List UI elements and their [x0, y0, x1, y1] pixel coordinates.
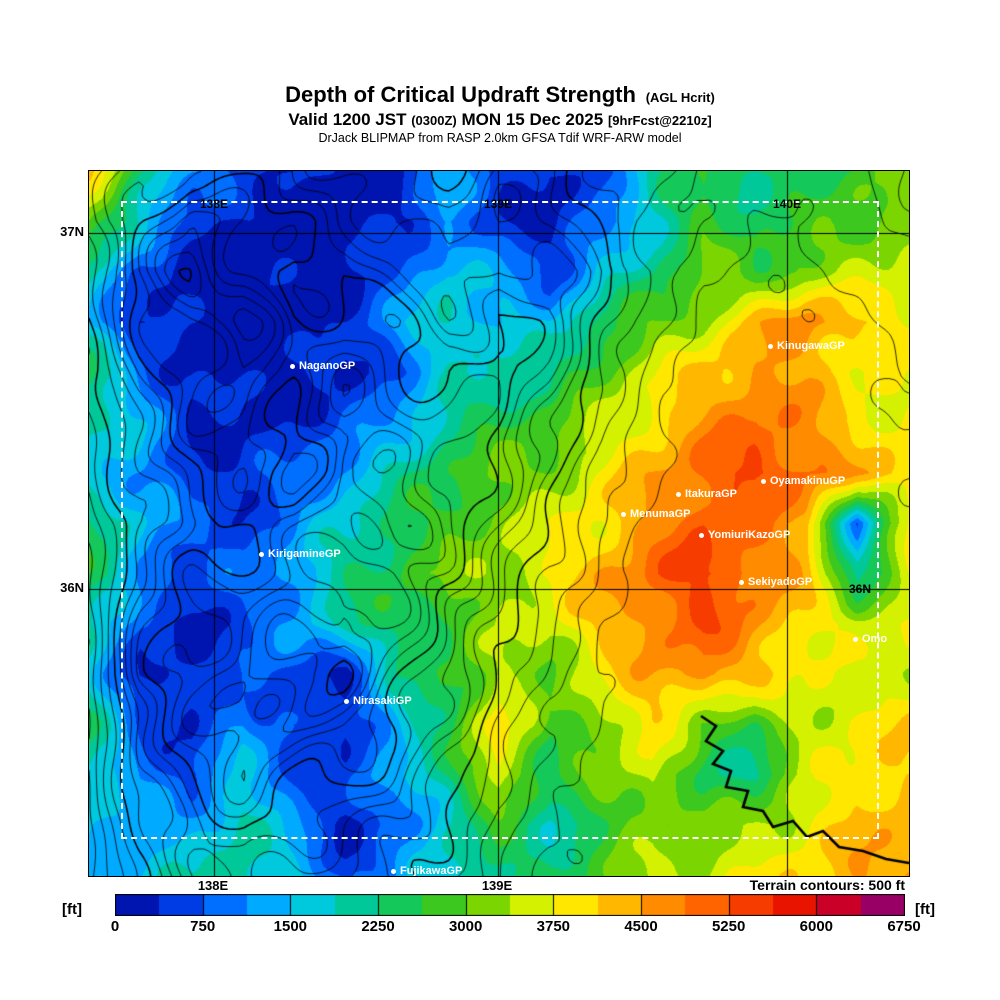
lat-label-left: 37N — [60, 224, 84, 239]
site-dot-icon — [259, 551, 264, 557]
title-text: Depth of Critical Updraft Strength — [285, 82, 636, 107]
site-marker-sekiyadogp: SekiyadoGP — [739, 576, 812, 588]
site-marker-itakuragp: ItakuraGP — [676, 488, 737, 500]
site-marker-omo: Omo — [853, 633, 887, 645]
page-title: Depth of Critical Updraft Strength (AGL … — [0, 82, 1000, 108]
site-label: NirasakiGP — [353, 695, 412, 707]
colorbar-tick-label: 2250 — [361, 918, 395, 935]
lat-label-inside: 36N — [849, 582, 872, 596]
forecast-note: [9hrFcst@2210z] — [607, 113, 712, 128]
site-dot-icon — [768, 343, 773, 349]
site-label: KinugawaGP — [777, 340, 845, 352]
blipmap-canvas[interactable] — [89, 171, 909, 876]
site-dot-icon — [391, 868, 396, 874]
colorbar-unit-right: [ft] — [915, 901, 935, 918]
site-marker-yomiurikazogp: YomiuriKazoGP — [699, 529, 790, 541]
valid-line: Valid 1200 JST (0300Z) MON 15 Dec 2025 [… — [0, 110, 1000, 130]
valid-zulu: (0300Z) — [411, 113, 457, 128]
site-label: SekiyadoGP — [748, 576, 813, 588]
site-label: MenumaGP — [630, 508, 691, 520]
site-label: FujikawaGP — [400, 865, 463, 877]
lon-label-bottom: 139E — [481, 878, 513, 893]
colorbar-tick-label: 1500 — [273, 918, 308, 935]
colorbar-unit-left: [ft] — [62, 901, 82, 918]
colorbar-canvas — [115, 894, 905, 916]
site-dot-icon — [853, 636, 858, 642]
site-dot-icon — [676, 491, 681, 497]
lon-label-bottom: 138E — [197, 878, 229, 893]
site-dot-icon — [290, 363, 295, 369]
colorbar-tick-label: 3000 — [448, 918, 483, 935]
map-frame: NaganoGP KinugawaGP OyamakinuGP ItakuraGP Me… — [88, 170, 910, 877]
site-dot-icon — [761, 478, 766, 484]
site-label: Omo — [862, 633, 888, 645]
colorbar-tick-label: 6000 — [799, 918, 834, 935]
site-label: KirigamineGP — [268, 548, 341, 560]
site-marker-oyamakinugp: OyamakinuGP — [761, 475, 845, 487]
lon-label-top: 139E — [483, 197, 513, 211]
site-dot-icon — [621, 511, 626, 517]
site-marker-kirigaminegp: KirigamineGP — [259, 548, 341, 560]
colorbar — [115, 894, 905, 916]
valid-prefix: Valid 1200 JST — [288, 110, 407, 129]
site-marker-nirasakigp: NirasakiGP — [344, 695, 412, 707]
site-dot-icon — [699, 532, 704, 538]
lon-label-top: 140E — [772, 197, 802, 211]
model-line: DrJack BLIPMAP from RASP 2.0km GFSA Tdif… — [318, 131, 682, 145]
lat-label-left: 36N — [60, 580, 84, 595]
colorbar-tick-label: 4500 — [624, 918, 658, 935]
site-dot-icon — [344, 698, 349, 704]
terrain-contour-note: Terrain contours: 500 ft — [749, 877, 905, 893]
site-marker-menumagp: MenumaGP — [621, 508, 691, 520]
colorbar-tick-label: 3750 — [536, 918, 571, 935]
site-marker-fujikawagp: FujikawaGP — [391, 865, 463, 877]
site-marker-kinugawagp: KinugawaGP — [768, 340, 845, 352]
colorbar-tick-label: 6750 — [887, 918, 921, 935]
site-marker-naganogp: NaganoGP — [290, 360, 355, 372]
lon-label-top: 138E — [199, 197, 229, 211]
colorbar-tick-label: 750 — [190, 918, 216, 935]
valid-date: MON 15 Dec 2025 — [461, 110, 604, 129]
colorbar-tick-label: 5250 — [711, 918, 746, 935]
colorbar-tick-label: 0 — [110, 918, 120, 935]
title-note: (AGL Hcrit) — [645, 90, 715, 105]
site-dot-icon — [739, 579, 744, 585]
site-label: OyamakinuGP — [770, 475, 846, 487]
site-label: YomiuriKazoGP — [708, 529, 791, 541]
site-label: ItakuraGP — [685, 488, 737, 500]
site-label: NaganoGP — [299, 360, 356, 372]
